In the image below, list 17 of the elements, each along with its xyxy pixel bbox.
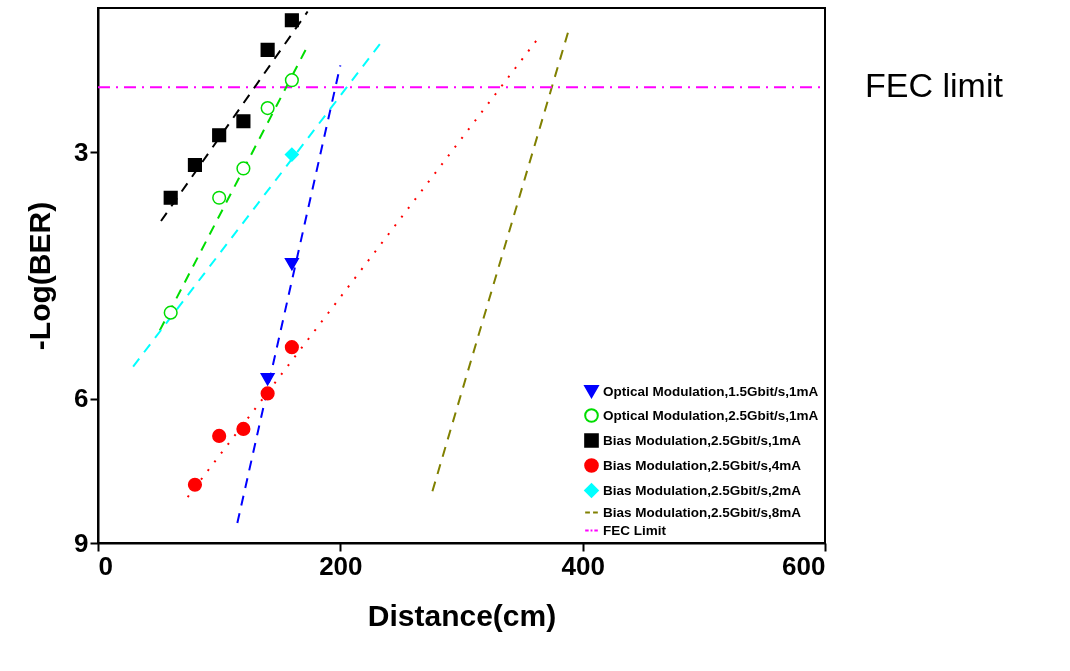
legend-label: Optical Modulation,1.5Gbit/s,1mA — [603, 383, 819, 399]
x-tick-label: 600 — [782, 550, 826, 581]
y-tick-label: 6 — [74, 383, 89, 414]
x-tick-label: 400 — [561, 550, 605, 581]
legend-label: Optical Modulation,2.5Gbit/s,1mA — [603, 407, 819, 423]
x-tick-label: 200 — [319, 550, 363, 581]
y-tick-label: 3 — [74, 136, 89, 167]
annotation: FEC limit — [865, 66, 1004, 105]
legend-label: Bias Modulation,2.5Gbit/s,1mA — [603, 432, 802, 448]
legend-label: Bias Modulation,2.5Gbit/s,4mA — [603, 457, 802, 473]
legend-label: FEC Limit — [603, 522, 667, 538]
legend-label: Bias Modulation,2.5Gbit/s,2mA — [603, 482, 802, 498]
x-axis-title: Distance(cm) — [367, 598, 557, 632]
x-tick-label: 0 — [98, 550, 113, 581]
legend-label: Bias Modulation,2.5Gbit/s,8mA — [603, 504, 802, 520]
y-axis-title: -Log(BER) — [23, 201, 57, 351]
y-tick-label: 9 — [74, 527, 89, 558]
